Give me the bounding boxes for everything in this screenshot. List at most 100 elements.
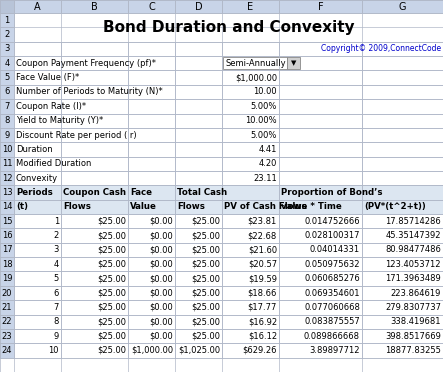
Bar	[14, 329, 61, 343]
Bar	[279, 113, 362, 128]
Bar	[14, 200, 61, 214]
Bar	[279, 343, 362, 357]
Text: $25.00: $25.00	[97, 289, 126, 298]
Text: 2: 2	[4, 30, 10, 39]
Bar	[61, 185, 128, 200]
Bar	[222, 85, 279, 99]
Bar	[362, 286, 443, 300]
Bar	[14, 286, 61, 300]
Text: $25.00: $25.00	[97, 346, 126, 355]
Text: 23.11: 23.11	[253, 174, 277, 183]
Text: 13: 13	[2, 188, 12, 197]
Text: value * Time: value * Time	[281, 202, 342, 211]
Text: 15: 15	[2, 217, 12, 226]
Bar	[279, 42, 362, 56]
Text: D: D	[194, 1, 202, 12]
Bar	[175, 171, 222, 185]
Text: 0.014752666: 0.014752666	[304, 217, 360, 226]
Bar	[175, 56, 222, 70]
Bar	[0, 70, 14, 85]
Bar	[222, 13, 279, 28]
Text: 6: 6	[4, 87, 10, 96]
Text: $0.00: $0.00	[149, 274, 173, 283]
Text: PV of Cash Flows: PV of Cash Flows	[224, 202, 307, 211]
Text: 123.4053712: 123.4053712	[385, 260, 441, 269]
Bar	[175, 0, 222, 13]
Text: Flows: Flows	[177, 202, 205, 211]
Bar	[61, 56, 128, 70]
Text: 0.083875557: 0.083875557	[304, 317, 360, 326]
Bar	[61, 85, 128, 99]
Bar	[14, 28, 61, 42]
Bar	[362, 0, 443, 13]
Text: 45.35147392: 45.35147392	[385, 231, 441, 240]
Text: Duration: Duration	[16, 145, 53, 154]
Text: 279.8307737: 279.8307737	[385, 303, 441, 312]
Bar	[279, 286, 362, 300]
Text: $21.60: $21.60	[248, 246, 277, 254]
Bar	[61, 171, 128, 185]
Bar	[128, 214, 175, 228]
Bar	[61, 70, 128, 85]
Text: Value: Value	[130, 202, 157, 211]
Bar	[175, 70, 222, 85]
Bar	[175, 13, 222, 28]
Bar	[0, 185, 14, 200]
Text: $17.77: $17.77	[248, 303, 277, 312]
Text: F: F	[318, 1, 323, 12]
Bar	[175, 257, 222, 272]
Text: 24: 24	[2, 346, 12, 355]
Text: Modified Duration: Modified Duration	[16, 159, 91, 168]
Bar	[362, 85, 443, 99]
Text: 4: 4	[4, 59, 10, 68]
Bar	[61, 0, 128, 13]
Text: (t): (t)	[16, 202, 28, 211]
Text: 5.00%: 5.00%	[251, 131, 277, 140]
Text: 18877.83255: 18877.83255	[385, 346, 441, 355]
Text: $16.12: $16.12	[248, 331, 277, 341]
Text: Periods: Periods	[16, 188, 53, 197]
Bar	[14, 70, 61, 85]
Bar	[362, 185, 443, 200]
Text: 5: 5	[54, 274, 59, 283]
Bar	[222, 185, 279, 200]
Bar	[0, 113, 14, 128]
Bar	[0, 300, 14, 315]
Bar	[222, 272, 279, 286]
Text: Proportion of Bond’s: Proportion of Bond’s	[281, 188, 382, 197]
Bar	[0, 157, 14, 171]
Text: Number of Periods to Maturity (N)*: Number of Periods to Maturity (N)*	[16, 87, 163, 96]
Text: 12: 12	[2, 174, 12, 183]
Text: $0.00: $0.00	[149, 303, 173, 312]
Bar	[128, 257, 175, 272]
Bar	[175, 300, 222, 315]
Bar	[222, 200, 279, 214]
Text: $25.00: $25.00	[191, 274, 220, 283]
Text: 4: 4	[54, 260, 59, 269]
Bar	[0, 257, 14, 272]
Bar	[14, 56, 61, 70]
Text: Convexity: Convexity	[16, 174, 58, 183]
Bar	[362, 42, 443, 56]
Bar	[222, 214, 279, 228]
Text: 6: 6	[54, 289, 59, 298]
Bar	[362, 214, 443, 228]
Bar	[128, 171, 175, 185]
Text: Coupon Payment Frequency (pf)*: Coupon Payment Frequency (pf)*	[16, 59, 156, 68]
Text: 0.089866668: 0.089866668	[304, 331, 360, 341]
Bar	[14, 300, 61, 315]
Text: Face Value (F)*: Face Value (F)*	[16, 73, 79, 82]
Bar	[0, 99, 14, 113]
Bar	[128, 0, 175, 13]
Text: 1: 1	[54, 217, 59, 226]
Bar	[279, 200, 362, 214]
Bar	[362, 185, 443, 200]
Bar	[61, 214, 128, 228]
Text: 0.04014331: 0.04014331	[310, 246, 360, 254]
Bar	[128, 300, 175, 315]
Bar	[222, 157, 279, 171]
Bar	[61, 142, 128, 157]
Bar	[128, 142, 175, 157]
Bar	[279, 257, 362, 272]
Bar	[61, 286, 128, 300]
